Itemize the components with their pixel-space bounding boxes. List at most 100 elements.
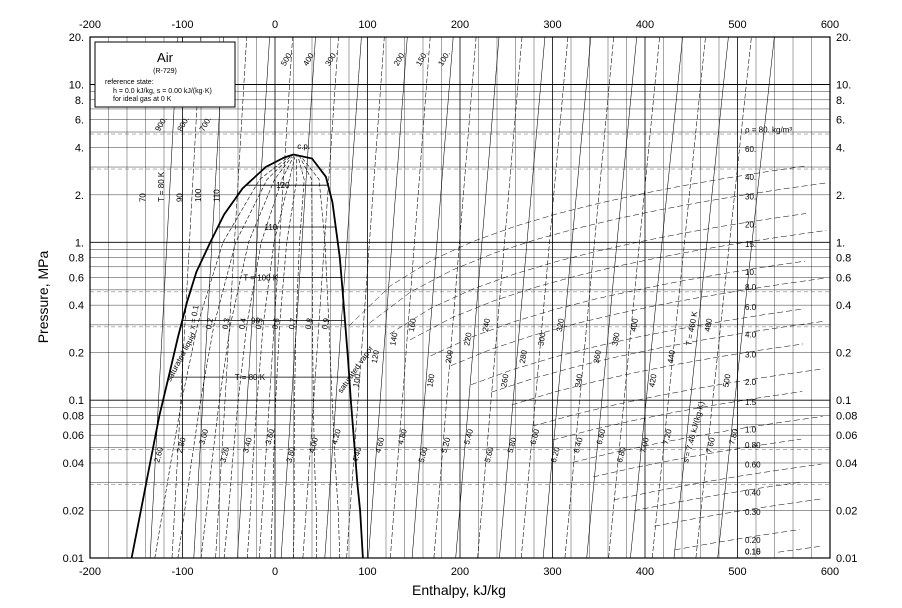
isochore-label: 20. (745, 220, 756, 229)
isentrope-label: 6.00 (529, 428, 542, 446)
isochore-label: 10. (745, 268, 756, 277)
isochore-label: 1.5 (745, 398, 757, 407)
isentrope-line (542, 36, 592, 559)
isotherm-label: 320 (555, 317, 566, 332)
isochore-line (572, 416, 823, 463)
x-tick-label-bottom: 100 (358, 566, 376, 578)
y-tick-label-right: 0.06 (836, 430, 857, 442)
isochore-label: 60. (745, 145, 756, 154)
quality-label: 0.5 (254, 317, 265, 330)
isentrope-label: 3.40 (241, 436, 254, 454)
y-axis-title: Pressure, MPa (35, 250, 51, 343)
x-tick-label-top: 200 (451, 19, 469, 31)
isochore-line (778, 546, 820, 553)
isochore-label-high: 800. (176, 115, 192, 133)
y-tick-label-right: 10. (836, 80, 851, 92)
isotherm-label: 340 (573, 373, 584, 388)
quality-label: 0.3 (221, 317, 232, 330)
isochore-label: 40. (745, 173, 756, 182)
y-tick-label-left: 1. (75, 237, 84, 249)
y-tick-label-right: 0.01 (836, 553, 857, 565)
legend-title: Air (157, 50, 174, 65)
isentrope-line (586, 36, 637, 559)
isotherm-label-dome: T = 100 K (243, 273, 278, 282)
isochore-label: 3.0 (745, 350, 757, 359)
isentrope-line (695, 36, 752, 559)
legend-box: Air (R-729) reference state: h = 0.0 kJ/… (94, 41, 236, 108)
isochore-label-high: 500. (279, 50, 295, 68)
plot-frame (89, 36, 831, 559)
quality-label: 0.9 (320, 317, 331, 330)
isochore-line (389, 213, 807, 335)
y-tick-label-right: 6. (836, 115, 845, 127)
isentrope-line (171, 36, 202, 559)
reference-state-line2: h = 0.0 kJ/kg, s = 0.00 kJ/(kg·K) (113, 88, 212, 95)
isentrope-label: 3.60 (264, 428, 277, 446)
isochore-label-high: 900. (153, 115, 169, 133)
isentrope-line (390, 36, 431, 559)
isochore-label: 0.40 (745, 489, 761, 498)
isotherm-label: 500 (721, 373, 732, 388)
isotherm-label: 160 (407, 317, 418, 332)
x-tick-label-bottom: -200 (79, 566, 101, 578)
isochore-line (593, 438, 802, 478)
isochore-label: 0.20 (745, 536, 761, 545)
y-tick-label-left: 4. (75, 142, 84, 154)
isochore-line (532, 368, 824, 427)
isotherm-label-dome: 110 (265, 223, 278, 232)
quality-label: 0.6 (270, 317, 281, 330)
saturated-liquid-line (130, 153, 294, 559)
property-curves (149, 36, 828, 559)
grid (89, 36, 831, 559)
isotherm-label-subcooled: T = 80 K (157, 171, 166, 202)
x-tick-label-top: 0 (272, 19, 278, 31)
y-tick-label-left: 6. (75, 115, 84, 127)
isentrope-label: 6.40 (572, 436, 585, 454)
x-tick-label-top: 300 (543, 19, 561, 31)
y-tick-label-right: 1. (836, 237, 845, 249)
isentrope-label: 5.20 (440, 436, 453, 454)
critical-point-label: c.p. (297, 142, 310, 151)
y-tick-label-left: 0.8 (69, 253, 84, 265)
isotherm-label-dome: T = 80 K (235, 373, 266, 382)
isentrope-line (411, 36, 454, 559)
isotherm-label-dome: 120 (276, 181, 290, 190)
isentrope-line (630, 36, 683, 559)
isotherm-label-subcooled: 100 (194, 188, 203, 202)
isotherm-label: 380 (610, 331, 621, 346)
isentrope-line (368, 36, 408, 559)
isochore-label: 0.10 (745, 547, 761, 556)
isentrope-line (433, 36, 477, 559)
quality-line (270, 156, 298, 559)
reference-state-line1: reference state: (105, 79, 154, 86)
y-tick-label-right: 20. (836, 32, 851, 44)
isotherm-label-subcooled: 110 (213, 189, 222, 202)
x-tick-label-top: -200 (79, 19, 101, 31)
isentrope-label: 4.40 (351, 446, 364, 464)
isochore-line (613, 463, 822, 501)
y-tick-label-left: 8. (75, 95, 84, 107)
isochore-line (552, 391, 803, 441)
y-tick-label-right: 0.2 (836, 348, 851, 360)
y-tick-label-right: 2. (836, 190, 845, 202)
isentrope-label: 5.00 (417, 446, 430, 464)
y-tick-label-left: 2. (75, 190, 84, 202)
x-tick-label-top: 600 (821, 19, 839, 31)
isentrope-label: 2.80 (175, 436, 188, 454)
isotherm-label: 400 (629, 317, 640, 332)
y-tick-label-left: 10. (69, 80, 84, 92)
isentrope-label: 5.60 (483, 446, 496, 464)
isotherm-label-subcooled: 90 (176, 193, 185, 202)
y-tick-label-left: 0.08 (63, 410, 84, 422)
x-tick-label-bottom: 300 (543, 566, 561, 578)
isentrope-label: 4.60 (373, 436, 386, 454)
isentrope-label: 7.80 (727, 428, 740, 446)
isochore-label: ρ = 80. kg/m³ (745, 125, 792, 134)
isochore-line (369, 182, 828, 324)
x-tick-label-bottom: 500 (728, 566, 746, 578)
isochore-label: 2.0 (745, 378, 757, 387)
isentrope-line (259, 36, 293, 559)
y-tick-label-right: 0.02 (836, 505, 857, 517)
isochore-line (674, 529, 800, 551)
